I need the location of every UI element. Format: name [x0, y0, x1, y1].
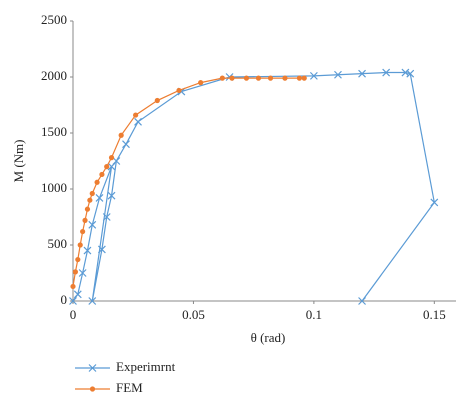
- y-tick-label: 2500: [41, 12, 67, 27]
- x-tick-label: 0: [70, 307, 77, 322]
- point: [87, 197, 93, 203]
- point: [401, 68, 410, 77]
- y-tick-label: 1000: [41, 180, 67, 195]
- point: [88, 220, 97, 229]
- point: [97, 245, 106, 254]
- point: [358, 297, 366, 305]
- y-axis-label: M (Nm): [11, 140, 26, 183]
- point: [94, 179, 100, 185]
- point: [255, 75, 262, 81]
- point: [243, 75, 250, 81]
- point: [84, 206, 91, 212]
- point: [69, 297, 77, 305]
- point: [406, 69, 415, 78]
- point: [73, 290, 82, 299]
- point: [154, 97, 160, 104]
- point: [112, 157, 121, 165]
- point: [301, 75, 307, 81]
- series-line: [72, 77, 305, 287]
- y-tick-label: 1500: [41, 124, 67, 139]
- point: [134, 117, 142, 126]
- point: [430, 198, 439, 207]
- point: [219, 75, 225, 81]
- point: [296, 75, 303, 81]
- point: [382, 68, 391, 77]
- point: [176, 87, 182, 94]
- point: [309, 71, 318, 80]
- point: [108, 155, 115, 161]
- x-tick-label: 0.05: [182, 307, 205, 322]
- point: [358, 69, 366, 78]
- point: [72, 269, 79, 275]
- x-tick-label: 0.15: [423, 307, 446, 322]
- point: [133, 112, 139, 118]
- legend-label: FEM: [116, 380, 143, 395]
- y-tick-label: 500: [48, 236, 68, 251]
- point: [282, 75, 288, 81]
- legend-label: Experimrnt: [116, 359, 176, 374]
- point: [107, 191, 116, 200]
- point: [198, 80, 204, 86]
- y-tick-label: 0: [61, 292, 68, 307]
- series-line: [72, 71, 435, 302]
- point: [88, 297, 97, 305]
- point: [83, 246, 92, 255]
- point: [77, 242, 83, 248]
- y-tick-label: 2000: [41, 68, 67, 83]
- point: [122, 140, 130, 149]
- point: [334, 70, 342, 79]
- legend-marker: [88, 364, 97, 372]
- point: [80, 228, 86, 235]
- point: [99, 171, 105, 178]
- point: [118, 132, 124, 138]
- point: [229, 75, 235, 81]
- point: [75, 256, 81, 263]
- x-tick-label: 0.1: [306, 307, 322, 322]
- point: [267, 75, 274, 81]
- point: [104, 164, 110, 170]
- point: [70, 283, 76, 290]
- point: [89, 190, 95, 197]
- point: [95, 194, 104, 202]
- point: [102, 213, 111, 221]
- point: [82, 217, 88, 223]
- legend-marker: [89, 386, 96, 392]
- point: [78, 269, 87, 277]
- x-axis-label: θ (rad): [251, 330, 286, 345]
